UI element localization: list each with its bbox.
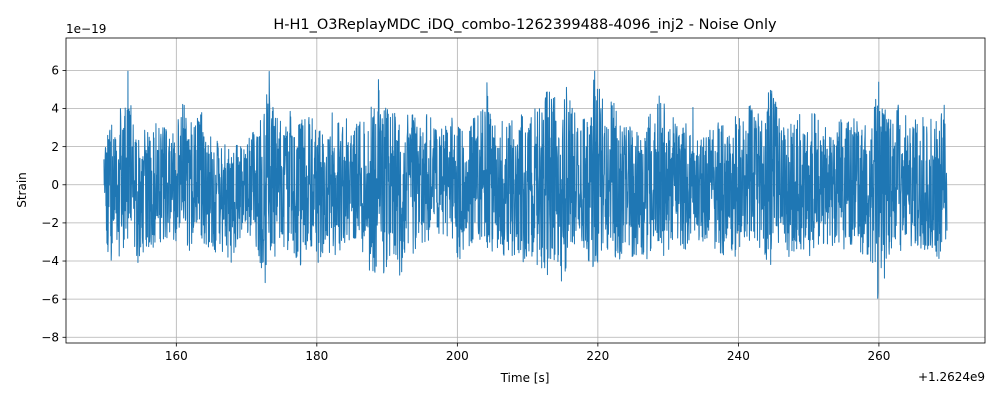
x-tick-label: 180 bbox=[305, 349, 328, 363]
y-tick-label: −4 bbox=[41, 254, 59, 268]
y-tick-label: 0 bbox=[51, 178, 59, 192]
strain-series-line bbox=[103, 70, 948, 299]
x-tick-label: 220 bbox=[586, 349, 609, 363]
y-axis: −8 −6 −4 −2 0 2 4 6 bbox=[41, 64, 66, 344]
x-tick-label: 160 bbox=[165, 349, 188, 363]
x-tick-label: 200 bbox=[446, 349, 469, 363]
axes-frame bbox=[65, 37, 986, 344]
y-tick-label: −8 bbox=[41, 330, 59, 344]
x-tick-label: 240 bbox=[727, 349, 750, 363]
y-axis-label: Strain bbox=[15, 172, 29, 208]
y-tick-label: −2 bbox=[41, 216, 59, 230]
x-axis: 160 180 200 220 240 260 bbox=[165, 343, 890, 363]
x-axis-label: Time [s] bbox=[500, 371, 550, 385]
plot-area bbox=[103, 70, 948, 299]
x-offset-label: +1.2624e9 bbox=[918, 370, 985, 384]
y-tick-label: 4 bbox=[51, 102, 59, 116]
y-tick-label: 6 bbox=[51, 64, 59, 78]
x-tick-label: 260 bbox=[867, 349, 890, 363]
chart-title: H-H1_O3ReplayMDC_iDQ_combo-1262399488-40… bbox=[273, 17, 777, 33]
y-tick-label: −6 bbox=[41, 292, 59, 306]
y-exponent-label: 1e−19 bbox=[66, 22, 106, 36]
y-tick-label: 2 bbox=[51, 140, 59, 154]
